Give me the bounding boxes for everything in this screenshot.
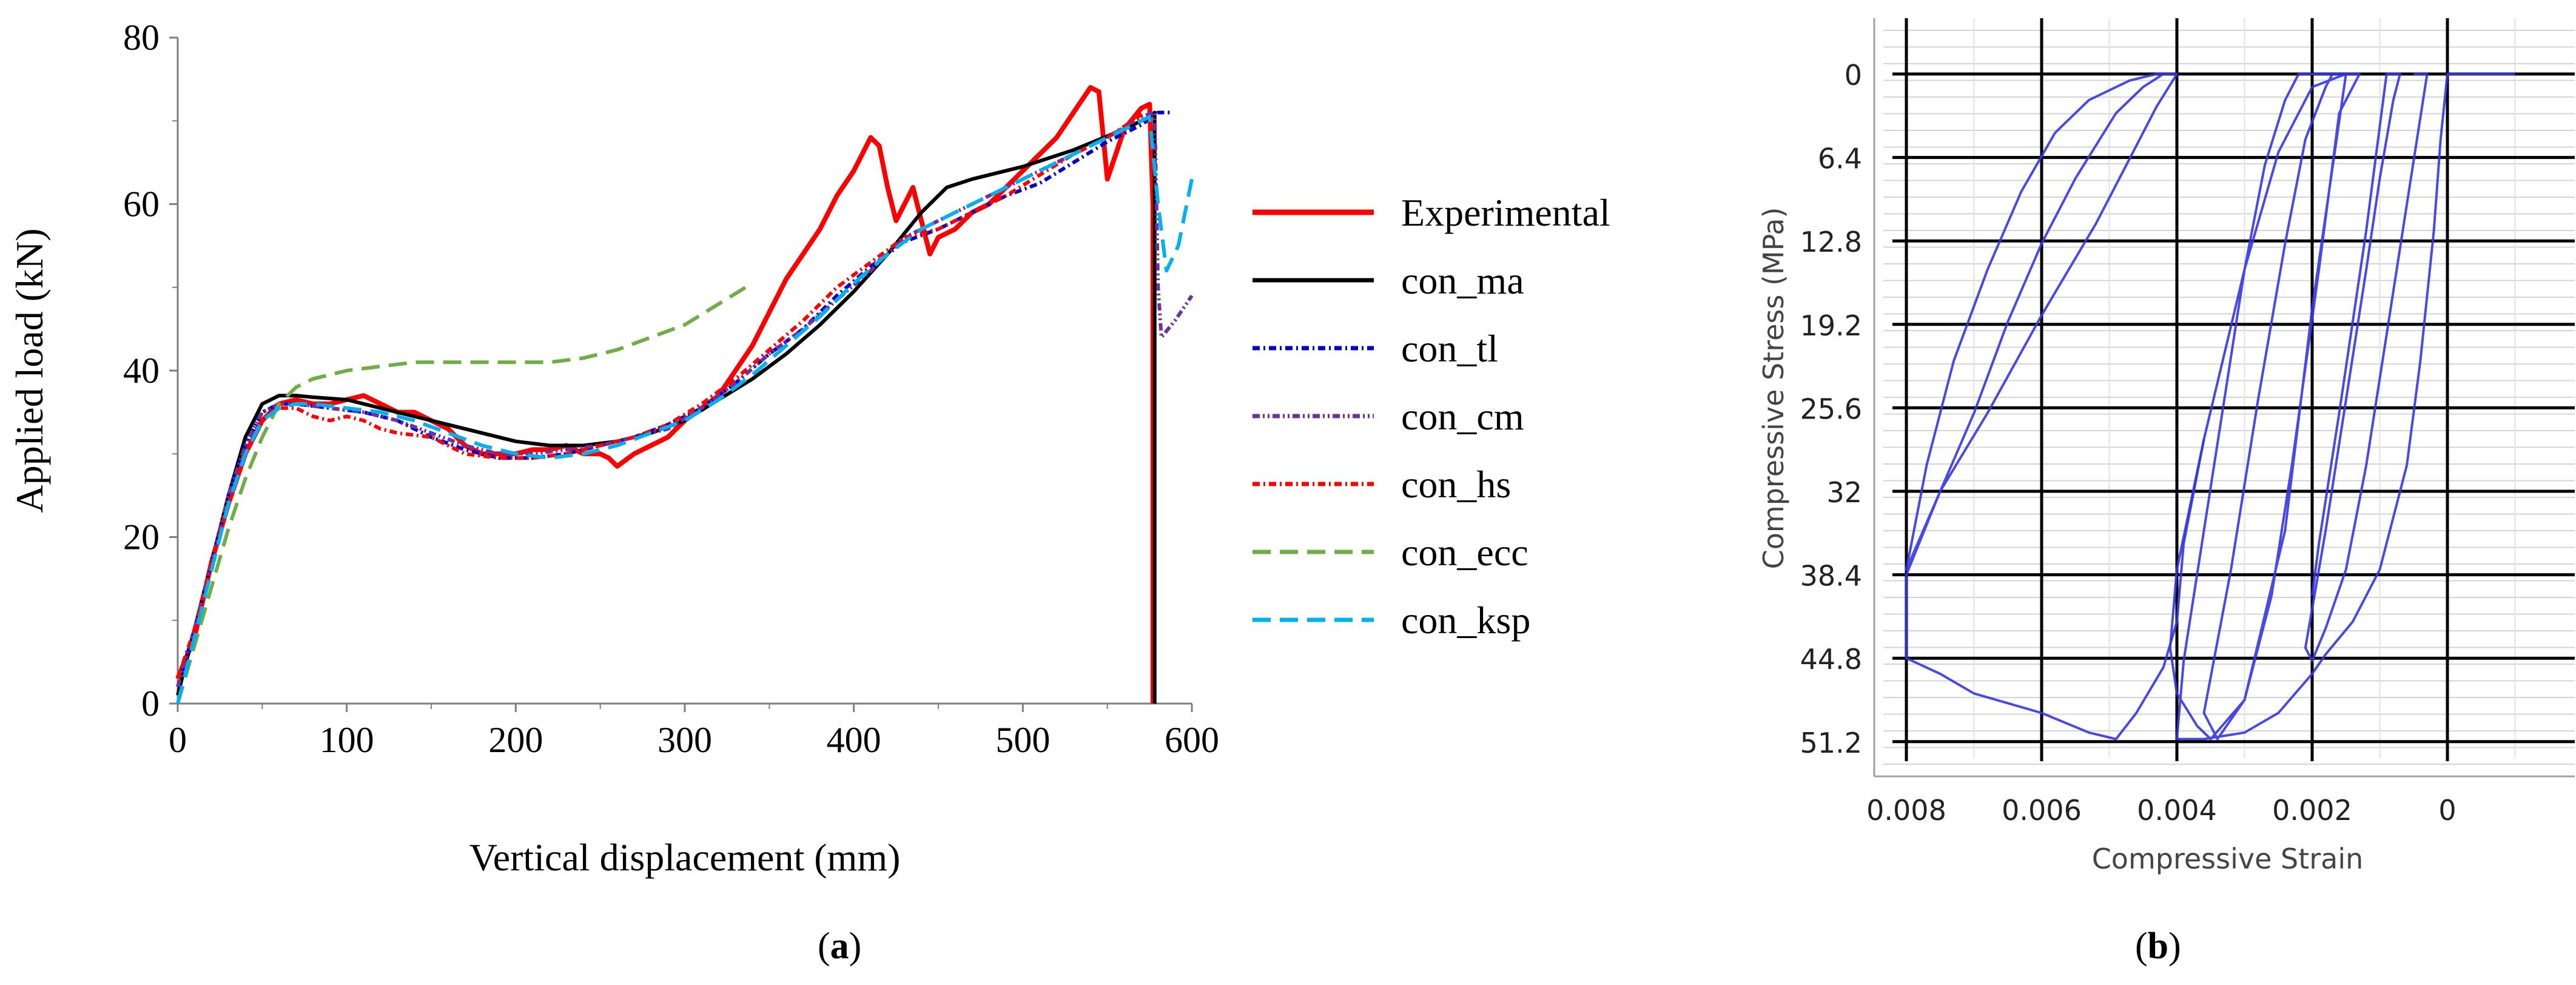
y-tick-label: 38.4 — [1800, 560, 1862, 593]
legend-label: con_hs — [1401, 463, 1511, 506]
curve-hysteresis — [2168, 73, 2515, 741]
x-tick-label: 500 — [995, 720, 1050, 760]
x-tick-label: 200 — [488, 720, 543, 760]
y-tick-label: 51.2 — [1800, 727, 1862, 759]
caption-a: (a) — [818, 926, 862, 967]
axes-b: 0 6.4 12.8 19.2 25.6 32 38.4 44.8 51.2 0.008 0.006… — [1757, 18, 2575, 875]
legend-label: con_ksp — [1401, 599, 1530, 642]
y-tick-label: 19.2 — [1800, 309, 1862, 342]
legend-label: con_ma — [1401, 259, 1524, 302]
y-tick-label: 44.8 — [1800, 643, 1862, 676]
x-tick-label: 0.006 — [2002, 794, 2082, 827]
x-tick-label: 0.004 — [2137, 794, 2217, 827]
y-tick-label: 32 — [1826, 476, 1862, 509]
curve-hysteresis-3 — [1905, 73, 2205, 741]
y-tick-label: 80 — [123, 18, 160, 58]
y-axis-label: Compressive Stress (MPa) — [1757, 207, 1790, 570]
y-tick-label: 40 — [123, 351, 160, 391]
caption-b: (b) — [2135, 926, 2181, 967]
y-tick-label: 20 — [123, 517, 160, 557]
series-a — [175, 85, 1194, 704]
legend-label: con_tl — [1401, 327, 1498, 370]
axes-a: 0 100 200 300 400 500 600 0 20 40 60 80 Vertical dis… — [8, 18, 1219, 879]
series-line-con-ma — [176, 110, 1157, 704]
legend-a: Experimental con_ma con_tl con_cm con_hs con_… — [1253, 191, 1610, 642]
series-line-con-ecc — [176, 281, 754, 704]
legend-label: Experimental — [1401, 191, 1610, 234]
y-tick-label: 60 — [123, 184, 160, 224]
legend-label: con_ecc — [1401, 531, 1528, 574]
curve-hysteresis-2 — [2304, 73, 2429, 662]
x-tick-label: 0 — [169, 720, 187, 760]
x-tick-label: 300 — [657, 720, 712, 760]
x-tick-label: 0.002 — [2272, 794, 2352, 827]
y-tick-label: 6.4 — [1818, 143, 1862, 175]
series-line-experimental — [175, 85, 1155, 704]
x-axis-label: Compressive Strain — [2092, 842, 2364, 875]
x-tick-label: 400 — [827, 720, 881, 760]
y-tick-label: 0 — [1845, 59, 1862, 92]
x-tick-label: 0 — [2438, 794, 2456, 827]
y-tick-label: 12.8 — [1800, 226, 1862, 258]
chart-b: 0 6.4 12.8 19.2 25.6 32 38.4 44.8 51.2 0.008 0.006… — [1757, 18, 2575, 875]
y-tick-label: 25.6 — [1800, 392, 1862, 425]
series-b — [1905, 73, 2515, 741]
y-axis-label: Applied load (kN) — [8, 228, 51, 513]
x-tick-label: 100 — [320, 720, 374, 760]
legend-label: con_cm — [1401, 395, 1524, 438]
y-tick-label: 0 — [141, 684, 160, 724]
chart-a: 0 100 200 300 400 500 600 0 20 40 60 80 Vertical dis… — [8, 18, 1610, 879]
x-tick-label: 600 — [1165, 720, 1219, 760]
grid-b — [1883, 18, 2575, 765]
x-tick-label: 0.008 — [1866, 794, 1946, 827]
x-axis-label: Vertical displacement (mm) — [469, 836, 901, 879]
series-line-con-ksp — [176, 115, 1194, 704]
series-line-con-hs — [176, 111, 1146, 679]
